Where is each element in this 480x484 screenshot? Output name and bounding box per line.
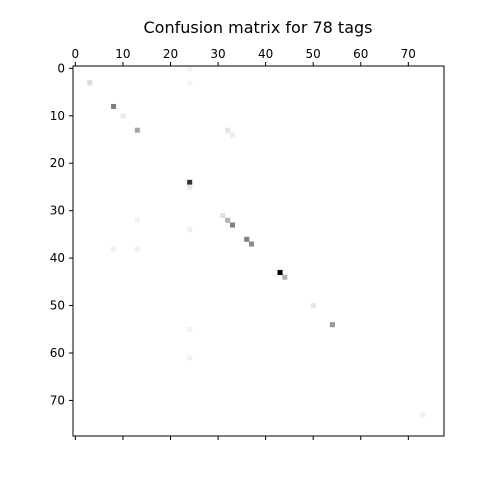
- matrix-cell-43-43: [277, 269, 283, 276]
- matrix-cell-3-3: [87, 80, 93, 86]
- plot-frame: [72, 65, 445, 437]
- matrix-cell-34-24: [187, 227, 193, 233]
- matrix-cell-8-8: [111, 103, 117, 109]
- matrix-cell-10-10: [120, 113, 126, 119]
- matrix-cell-32-13: [134, 217, 140, 223]
- matrix-cell-54-54: [329, 322, 335, 328]
- x-tick-label: 10: [115, 47, 130, 61]
- matrix-cell-61-24: [187, 355, 193, 361]
- matrix-cells: [87, 66, 426, 418]
- y-tick-label: 70: [50, 393, 65, 407]
- matrix-cell-13-13: [134, 127, 140, 133]
- y-tick-label: 10: [50, 109, 65, 123]
- matrix-cell-73-73: [420, 412, 426, 418]
- matrix-cell-0-24: [187, 66, 193, 72]
- x-tick-label: 40: [258, 47, 273, 61]
- x-tick-label: 0: [72, 47, 80, 61]
- matrix-cell-33-33: [229, 222, 236, 228]
- matrix-cell-36-36: [244, 236, 250, 242]
- matrix-cell-44-44: [282, 274, 288, 280]
- y-tick-label: 50: [50, 299, 65, 313]
- x-tick-label: 70: [401, 47, 416, 61]
- x-tick-label: 60: [353, 47, 368, 61]
- y-tick-label: 30: [50, 204, 65, 218]
- matrix-cell-24-24: [187, 179, 193, 185]
- x-tick-label: 20: [163, 47, 178, 61]
- chart-title: Confusion matrix for 78 tags: [143, 18, 372, 37]
- matrix-cell-38-13: [134, 246, 140, 252]
- y-tick-label: 20: [50, 156, 65, 170]
- y-tick-label: 60: [50, 346, 65, 360]
- y-tick-label: 0: [57, 61, 65, 75]
- matrix-cell-13-32: [225, 127, 231, 133]
- matrix-cell-50-50: [310, 303, 316, 309]
- x-tick-label: 30: [210, 47, 225, 61]
- x-tick-label: 50: [306, 47, 321, 61]
- matrix-cell-14-33: [229, 132, 236, 138]
- matrix-cell-25-24: [187, 184, 193, 190]
- matrix-cell-3-24: [187, 80, 193, 86]
- matrix-cell-55-24: [187, 326, 193, 332]
- matrix-cell-38-8: [111, 246, 117, 252]
- x-axis-ticks: 0 10 20 30 40 50 60 70: [72, 47, 416, 440]
- y-tick-label: 40: [50, 251, 65, 265]
- matrix-cell-31-31: [220, 213, 226, 219]
- matrix-cell-32-32: [225, 217, 231, 223]
- matrix-cell-37-37: [248, 241, 255, 247]
- y-axis-ticks: 0 10 20 30 40 50 60 70: [50, 61, 73, 407]
